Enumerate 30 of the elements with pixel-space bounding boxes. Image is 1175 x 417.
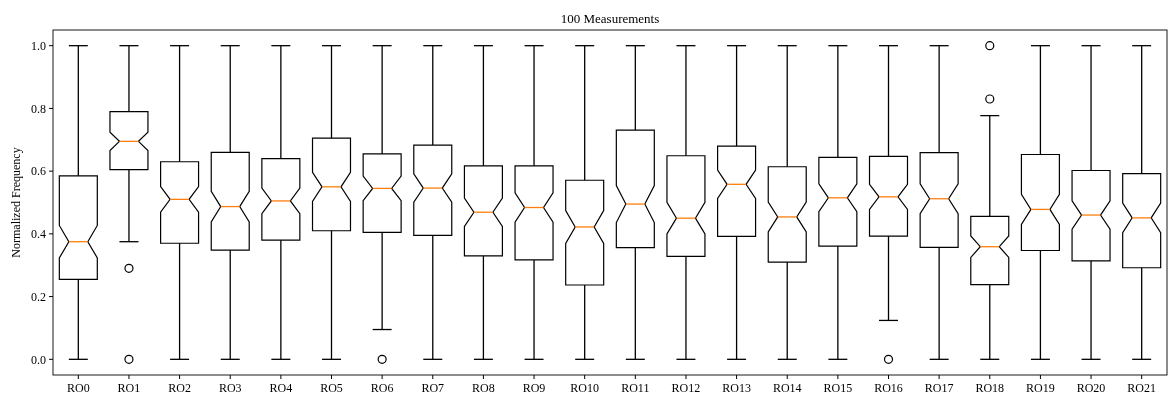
x-tick-label: RO14 bbox=[772, 381, 802, 395]
x-tick-label: RO6 bbox=[370, 381, 394, 395]
x-tick-label: RO0 bbox=[66, 381, 90, 395]
x-tick-label: RO11 bbox=[621, 381, 650, 395]
y-tick-label: 1.0 bbox=[31, 38, 46, 53]
x-tick-label: RO21 bbox=[1127, 381, 1157, 395]
y-tick-label: 0.8 bbox=[31, 101, 46, 116]
x-tick-label: RO10 bbox=[570, 381, 600, 395]
y-tick-label: 0.4 bbox=[31, 227, 46, 242]
x-tick-label: RO4 bbox=[269, 381, 293, 395]
x-tick-label: RO12 bbox=[671, 381, 701, 395]
x-tick-label: RO5 bbox=[320, 381, 343, 395]
x-tick-label: RO3 bbox=[218, 381, 242, 395]
x-tick-label: RO20 bbox=[1076, 381, 1106, 395]
x-tick-label: RO1 bbox=[117, 381, 141, 395]
x-tick-label: RO7 bbox=[421, 381, 445, 395]
y-tick-label: 0.6 bbox=[31, 164, 46, 179]
x-tick-label: RO9 bbox=[522, 381, 546, 395]
x-tick-label: RO15 bbox=[823, 381, 853, 395]
x-tick-label: RO16 bbox=[874, 381, 903, 395]
x-tick-label: RO19 bbox=[1026, 381, 1055, 395]
y-axis-title: Normalized Frequency bbox=[9, 147, 23, 258]
x-tick-label: RO8 bbox=[472, 381, 495, 395]
y-tick-label: 0.2 bbox=[31, 289, 46, 304]
x-tick-label: RO2 bbox=[168, 381, 191, 395]
x-tick-label: RO13 bbox=[722, 381, 751, 395]
x-tick-label: RO18 bbox=[975, 381, 1005, 395]
x-tick-label: RO17 bbox=[924, 381, 954, 395]
chart-title: 100 Measurements bbox=[560, 11, 660, 26]
y-tick-label: 0.0 bbox=[31, 352, 46, 367]
